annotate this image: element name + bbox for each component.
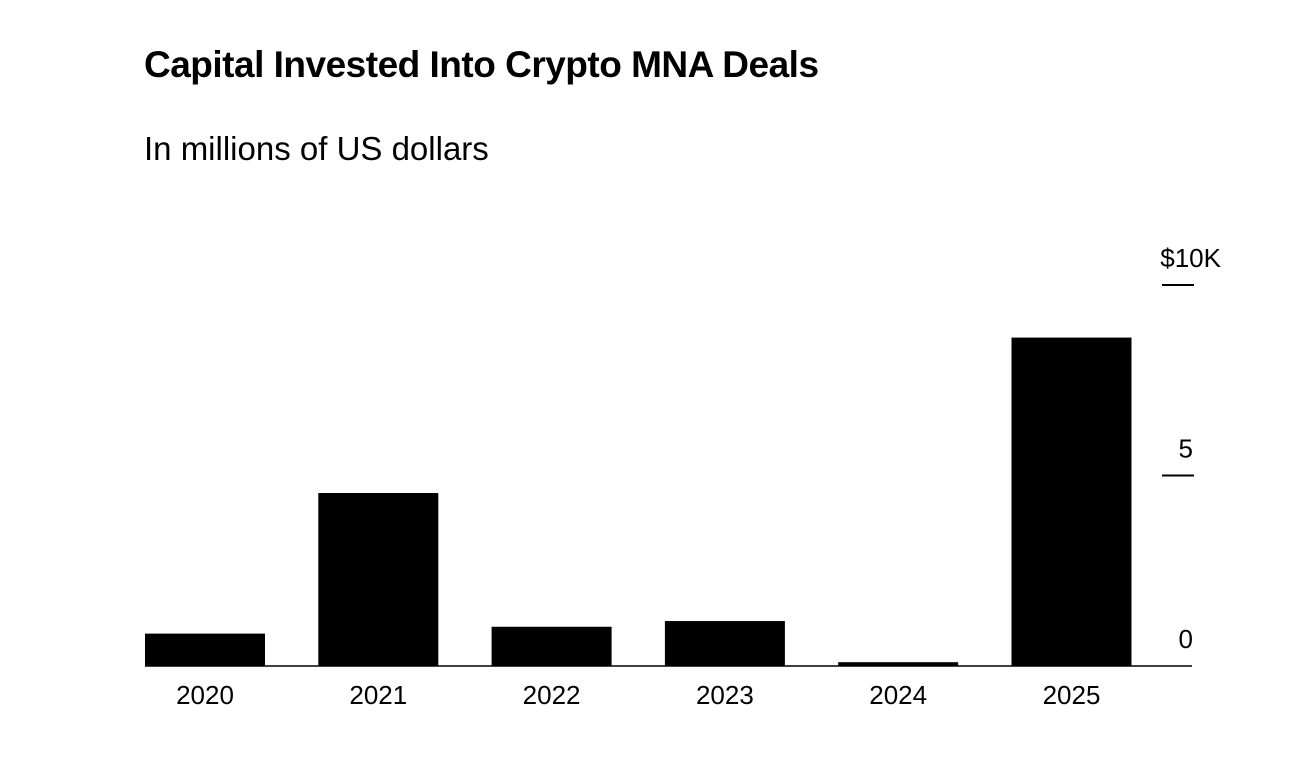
bar-2022	[491, 626, 612, 666]
x-tick-label: 2025	[1043, 680, 1101, 710]
bar-2021	[318, 493, 439, 666]
y-tick-label: $10K	[1160, 243, 1221, 273]
bar-2020	[145, 633, 265, 666]
x-tick-label: 2023	[696, 680, 754, 710]
x-tick-label: 2024	[869, 680, 927, 710]
x-tick-label: 2022	[523, 680, 581, 710]
chart-title: Capital Invested Into Crypto MNA Deals	[144, 44, 819, 85]
bar-2023	[664, 621, 785, 666]
chart-subtitle: In millions of US dollars	[144, 130, 489, 167]
x-tick-label: 2021	[349, 680, 407, 710]
bar-2024	[838, 662, 959, 666]
y-tick-label: 5	[1179, 434, 1193, 464]
y-tick-label: 0	[1179, 624, 1193, 654]
x-tick-label: 2020	[176, 680, 234, 710]
bar-2025	[1011, 337, 1132, 666]
